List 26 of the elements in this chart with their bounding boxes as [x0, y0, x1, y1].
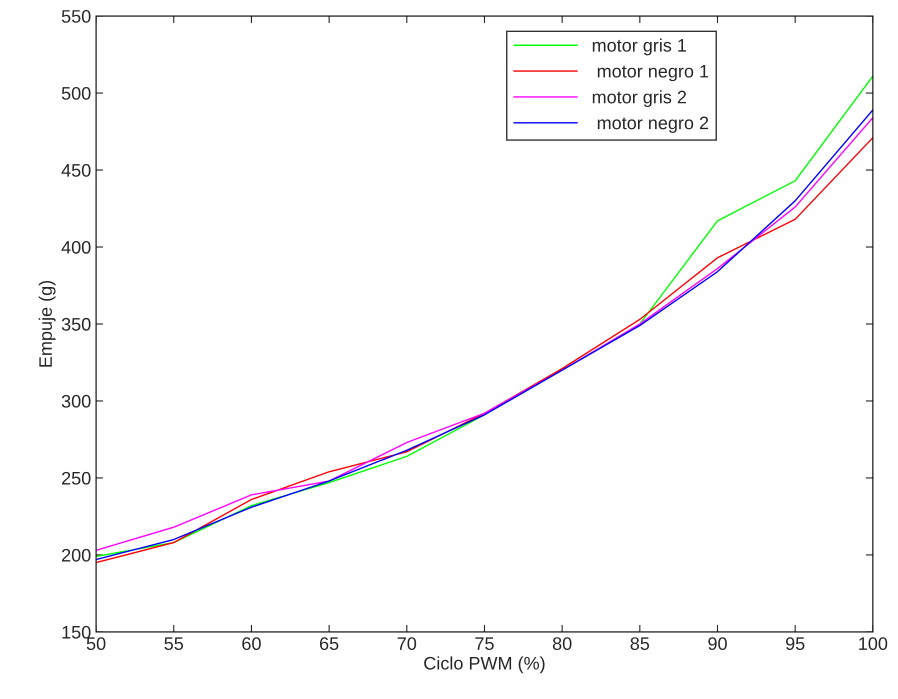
- y-tick-label: 200: [62, 548, 91, 562]
- x-tick-label: 85: [630, 637, 650, 650]
- y-tick-label: 350: [62, 318, 91, 331]
- x-tick-label: 65: [320, 637, 338, 650]
- y-tick-label: 550: [62, 10, 91, 23]
- y-tick-label: 400: [62, 240, 91, 254]
- y-tick-label: 250: [62, 472, 91, 485]
- y-tick-label: 150: [62, 626, 91, 639]
- x-tick-label: 80: [552, 637, 572, 650]
- x-tick-label: 60: [242, 637, 261, 650]
- y-tick-label: 500: [62, 86, 91, 100]
- x-tick-label: 100: [859, 637, 888, 650]
- legend-label: motor gris 1: [592, 38, 686, 56]
- x-tick-label: 75: [475, 637, 494, 650]
- y-tick-label: 300: [62, 394, 91, 408]
- y-tick-label: 450: [62, 164, 91, 177]
- x-axis-title: Ciclo PWM (%): [424, 656, 545, 674]
- x-tick-label: 90: [708, 637, 727, 650]
- legend-label: motor gris 2: [592, 90, 686, 108]
- x-tick-label: 70: [398, 637, 416, 650]
- x-tick-label: 55: [164, 637, 184, 650]
- x-tick-label: 95: [786, 637, 804, 650]
- y-axis-title: Empuje (g): [38, 280, 56, 367]
- legend-label: motor negro 2: [598, 116, 708, 133]
- x-tick-label: 50: [86, 637, 106, 650]
- legend-label: motor negro 1: [598, 65, 708, 82]
